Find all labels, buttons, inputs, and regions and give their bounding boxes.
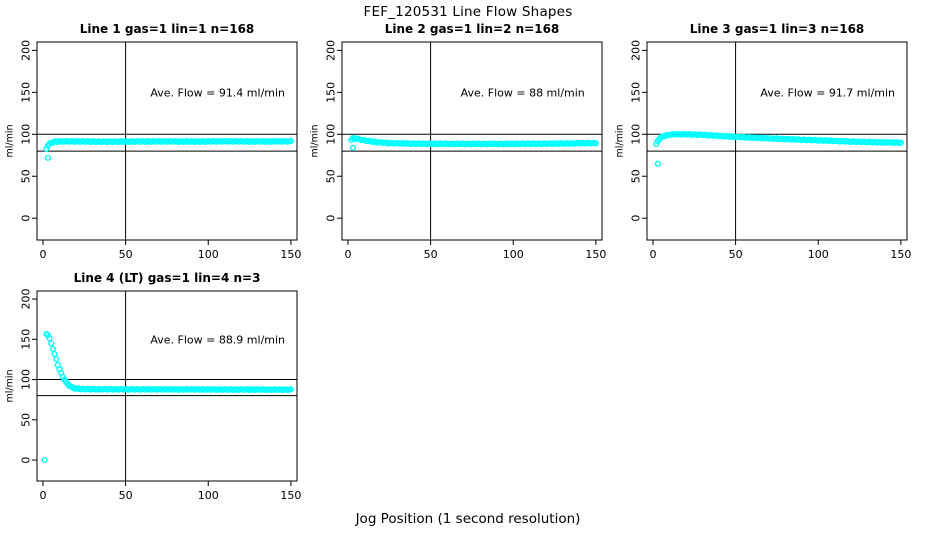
- x-tick-label: 50: [729, 248, 743, 261]
- outlier-point: [654, 160, 662, 167]
- y-axis: 0 50 100 150 200 ml/min: [5, 289, 37, 464]
- ref-lines: [37, 291, 297, 481]
- x-tick-label: 150: [280, 489, 301, 502]
- outlier-point: [41, 457, 48, 464]
- data-points: [653, 130, 905, 167]
- y-tick-label: 50: [20, 413, 33, 427]
- plot-box: [646, 41, 908, 241]
- y-tick-label: 100: [20, 369, 33, 390]
- panel-line-4: Line 4 (LT) gas=1 lin=4 n=3 0 50 100 150 0 50 1…: [0, 261, 309, 527]
- plot-box: [36, 41, 298, 241]
- x-tick-label: 0: [649, 248, 656, 261]
- x-axis: 0 50 100 150: [39, 240, 301, 261]
- y-tick-label: 50: [325, 169, 338, 183]
- plot-svg: Line 1 gas=1 lin=1 n=168 0 50 100 150 0 50 100 1…: [5, 22, 302, 261]
- ave-flow-annotation: Ave. Flow = 88 ml/min: [461, 86, 585, 99]
- y-tick-label: 50: [20, 169, 33, 183]
- y-tick-label: 0: [20, 457, 33, 464]
- y-tick-label: 100: [630, 124, 643, 145]
- y-tick-label: 100: [325, 124, 338, 145]
- panel-line-3: Line 3 gas=1 lin=3 n=168 0 50 100 150 0 50 100 1…: [610, 12, 919, 286]
- outlier-point: [349, 144, 357, 151]
- y-axis-label: ml/min: [5, 369, 16, 402]
- page-title: FEF_120531 Line Flow Shapes: [363, 4, 573, 20]
- x-tick-label: 100: [198, 489, 219, 502]
- y-tick-label: 200: [20, 289, 33, 310]
- y-axis-label: ml/min: [310, 124, 321, 157]
- x-axis-label: Jog Position (1 second resolution): [355, 511, 581, 527]
- x-axis: 0 50 100 150: [39, 481, 301, 502]
- panel-line-2: Line 2 gas=1 lin=2 n=168 0 50 100 150 0 50 100 1…: [305, 12, 614, 286]
- ave-flow-annotation: Ave. Flow = 88.9 ml/min: [150, 333, 285, 346]
- x-tick-label: 100: [808, 248, 829, 261]
- data-points: [43, 137, 295, 161]
- x-tick-label: 0: [344, 248, 351, 261]
- plot-svg: Line 4 (LT) gas=1 lin=4 n=3 0 50 100 150 0 50 1…: [5, 271, 302, 502]
- y-tick-label: 150: [20, 329, 33, 350]
- ave-flow-annotation: Ave. Flow = 91.7 ml/min: [760, 86, 895, 99]
- data-points: [41, 330, 295, 464]
- y-tick-label: 0: [630, 215, 643, 222]
- y-tick-label: 150: [630, 82, 643, 103]
- y-tick-label: 200: [20, 40, 33, 61]
- y-axis-label: ml/min: [615, 124, 626, 157]
- data-points: [348, 134, 600, 151]
- y-tick-label: 0: [325, 215, 338, 222]
- panel-title: Line 1 gas=1 lin=1 n=168: [80, 22, 255, 36]
- outlier-point: [44, 154, 52, 161]
- x-tick-label: 50: [424, 248, 438, 261]
- x-tick-label: 50: [119, 489, 133, 502]
- x-tick-label: 100: [503, 248, 524, 261]
- plot-box: [36, 290, 298, 482]
- y-axis: 0 50 100 150 200 ml/min: [5, 40, 37, 222]
- x-axis: 0 50 100 150: [649, 240, 911, 261]
- y-tick-label: 0: [20, 215, 33, 222]
- y-tick-label: 100: [20, 124, 33, 145]
- panel-title: Line 4 (LT) gas=1 lin=4 n=3: [74, 271, 261, 285]
- plot-box: [341, 41, 603, 241]
- y-tick-label: 50: [630, 169, 643, 183]
- y-tick-label: 150: [20, 82, 33, 103]
- panel-title: Line 2 gas=1 lin=2 n=168: [385, 22, 560, 36]
- x-tick-label: 150: [585, 248, 606, 261]
- ave-flow-annotation: Ave. Flow = 91.4 ml/min: [150, 86, 285, 99]
- x-tick-label: 0: [39, 489, 46, 502]
- y-tick-label: 200: [325, 40, 338, 61]
- plot-svg: Line 2 gas=1 lin=2 n=168 0 50 100 150 0 50 100 1…: [310, 22, 607, 261]
- x-tick-label: 150: [890, 248, 911, 261]
- x-tick-label: 100: [198, 248, 219, 261]
- panel-title: Line 3 gas=1 lin=3 n=168: [690, 22, 865, 36]
- y-axis: 0 50 100 150 200 ml/min: [310, 40, 342, 222]
- x-tick-label: 150: [280, 248, 301, 261]
- x-tick-label: 50: [119, 248, 133, 261]
- y-axis-label: ml/min: [5, 124, 16, 157]
- x-axis: 0 50 100 150: [344, 240, 606, 261]
- x-tick-label: 0: [39, 248, 46, 261]
- plot-svg: Line 3 gas=1 lin=3 n=168 0 50 100 150 0 50 100 1…: [615, 22, 912, 261]
- y-axis: 0 50 100 150 200 ml/min: [615, 40, 647, 222]
- y-tick-label: 200: [630, 40, 643, 61]
- y-tick-label: 150: [325, 82, 338, 103]
- panel-line-1: Line 1 gas=1 lin=1 n=168 0 50 100 150 0 50 100 1…: [0, 12, 309, 286]
